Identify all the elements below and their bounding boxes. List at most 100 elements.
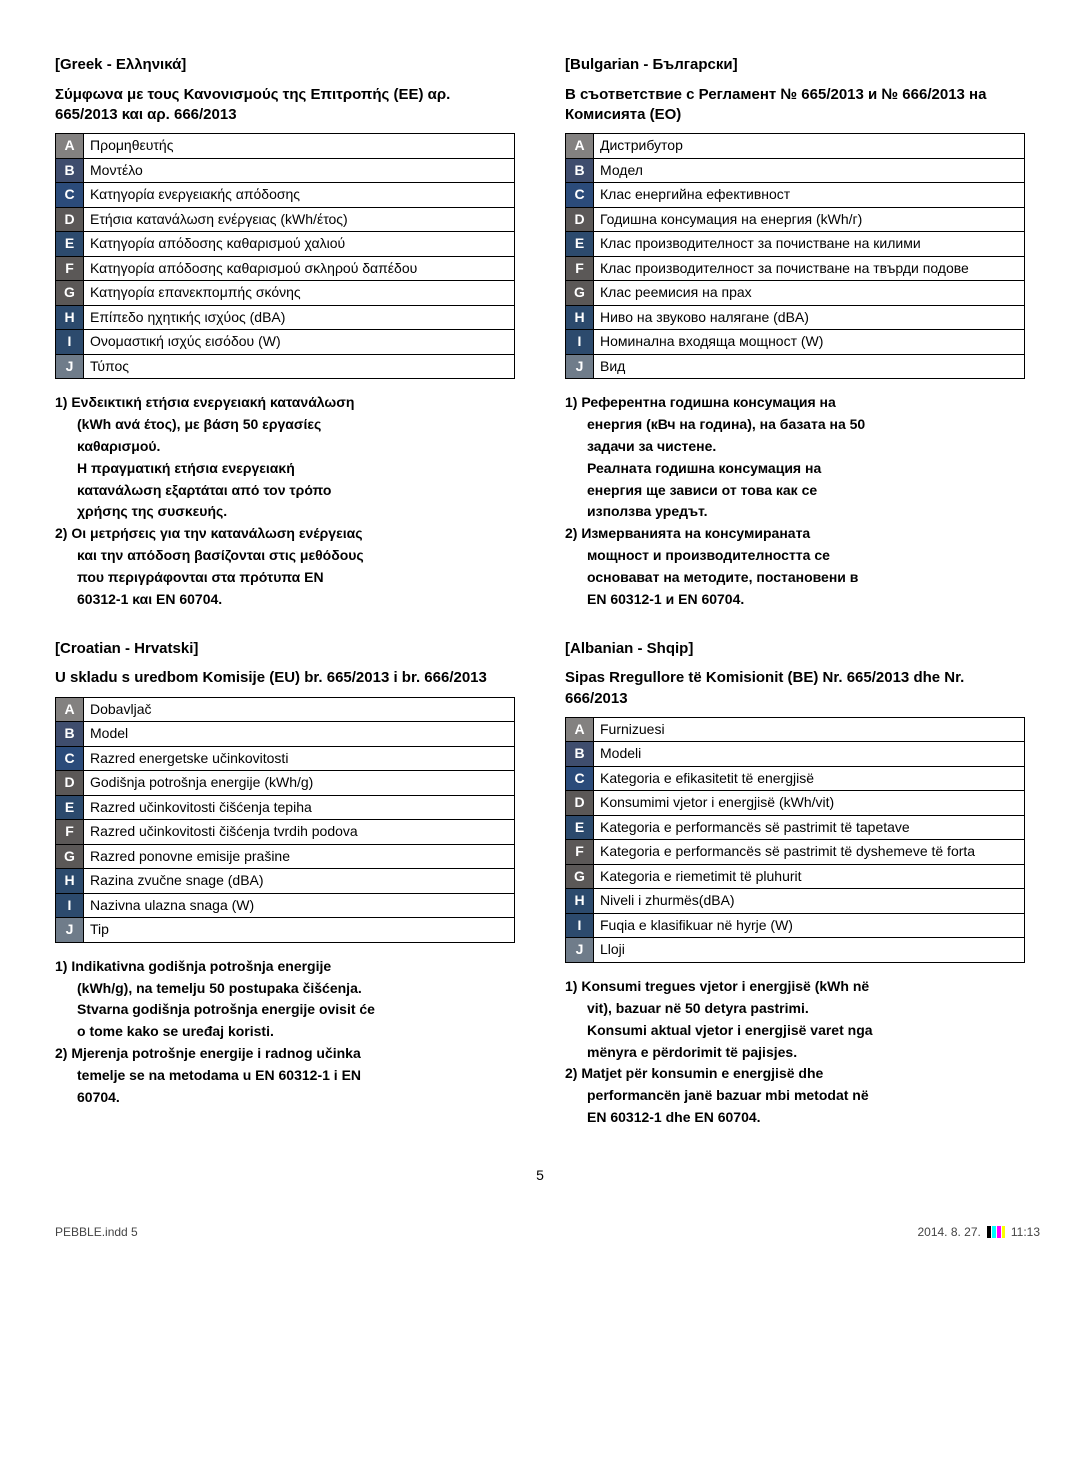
table-row: AДистрибутор [566,134,1025,159]
table-row: JΤύπος [56,354,515,379]
notes-greek: 1) Ενδεικτική ετήσια ενεργειακή κατανάλω… [55,393,515,609]
row-letter: I [56,893,84,918]
note-line: temelje se na metodama u EN 60312-1 i EN [55,1066,515,1085]
row-description: Ниво на звуково налягане (dBA) [594,305,1025,330]
row-description: Τύπος [84,354,515,379]
table-row: DKonsumimi vjetor i energjisë (kWh/vit) [566,791,1025,816]
table-row: BМодел [566,158,1025,183]
regulation-subtitle-croatian: U skladu s uredbom Komisije (EU) br. 665… [55,668,515,688]
note-first-line: 1) Konsumi tregues vjetor i energjisë (k… [565,977,1025,996]
note-first-line: 2) Matjet për konsumin e energjisë dhe [565,1064,1025,1083]
note-line: използва уредът. [565,502,1025,521]
row-description: Modeli [594,742,1025,767]
row-description: Клас енергийна ефективност [594,183,1025,208]
row-letter: B [566,742,594,767]
note-line: o tome kako se uređaj koristi. [55,1022,515,1041]
table-row: FRazred učinkovitosti čišćenja tvrdih po… [56,820,515,845]
notes-albanian: 1) Konsumi tregues vjetor i energjisë (k… [565,977,1025,1127]
table-row: HНиво на звуково налягане (dBA) [566,305,1025,330]
row-letter: F [56,256,84,281]
table-row: DΕτήσια κατανάλωση ενέργειας (kWh/έτος) [56,207,515,232]
table-row: FКлас производителност за почистване на … [566,256,1025,281]
row-description: Razina zvučne snage (dBA) [84,869,515,894]
table-row: GRazred ponovne emisije prašine [56,844,515,869]
row-letter: D [56,771,84,796]
row-description: Годишна консумация на енергия (kWh/г) [594,207,1025,232]
note-line: (kWh ανά έτος), με βάση 50 εργασίες [55,415,515,434]
note-line: Реалната годишна консумация на [565,459,1025,478]
table-row: BModeli [566,742,1025,767]
row-description: Επίπεδο ηχητικής ισχύος (dBA) [84,305,515,330]
row-description: Razred energetske učinkovitosti [84,746,515,771]
table-row: JВид [566,354,1025,379]
row-letter: A [566,134,594,159]
table-row: IFuqia e klasifikuar në hyrje (W) [566,913,1025,938]
note-line: Η πραγματική ετήσια ενεργειακή [55,459,515,478]
table-row: GKategoria e riemetimit të pluhurit [566,864,1025,889]
row-description: Κατηγορία ενεργειακής απόδοσης [84,183,515,208]
row-description: Fuqia e klasifikuar në hyrje (W) [594,913,1025,938]
row-letter: A [56,697,84,722]
table-row: EКлас производителност за почистване на … [566,232,1025,257]
row-letter: E [56,795,84,820]
row-letter: I [566,330,594,355]
table-row: INazivna ulazna snaga (W) [56,893,515,918]
row-description: Razred ponovne emisije prašine [84,844,515,869]
row-description: Furnizuesi [594,717,1025,742]
note-line: 60312-1 και EN 60704. [55,590,515,609]
table-row: EKategoria e performancës së pastrimit t… [566,815,1025,840]
row-description: Вид [594,354,1025,379]
row-description: Модел [594,158,1025,183]
row-letter: D [566,791,594,816]
row-letter: E [566,232,594,257]
row-description: Номинална входяща мощност (W) [594,330,1025,355]
table-row: BModel [56,722,515,747]
note-first-line: 2) Измерванията на консумираната [565,524,1025,543]
note-first-line: 2) Οι μετρήσεις για την κατανάλωση ενέργ… [55,524,515,543]
row-letter: I [56,330,84,355]
row-description: Ονομαστική ισχύς εισόδου (W) [84,330,515,355]
table-row: EΚατηγορία απόδοσης καθαρισμού χαλιού [56,232,515,257]
row-description: Razred učinkovitosti čišćenja tepiha [84,795,515,820]
table-row: IНоминална входяща мощност (W) [566,330,1025,355]
note-line: Stvarna godišnja potrošnja energije ovis… [55,1000,515,1019]
row-letter: J [566,354,594,379]
row-letter: J [56,354,84,379]
table-row: GΚατηγορία επανεκπομπής σκόνης [56,281,515,306]
spec-table-croatian: ADobavljačBModelCRazred energetske učink… [55,697,515,943]
table-row: ADobavljač [56,697,515,722]
table-row: CΚατηγορία ενεργειακής απόδοσης [56,183,515,208]
table-row: CKategoria e efikasitetit të energjisë [566,766,1025,791]
table-row: HRazina zvučne snage (dBA) [56,869,515,894]
row-description: Клас производителност за почистване на т… [594,256,1025,281]
page-number: 5 [55,1167,1025,1183]
row-letter: F [566,256,594,281]
row-description: Razred učinkovitosti čišćenja tvrdih pod… [84,820,515,845]
row-letter: I [566,913,594,938]
lang-title-greek: [Greek - Ελληνικά] [55,55,515,75]
notes-croatian: 1) Indikativna godišnja potrošnja energi… [55,957,515,1107]
document-footer: PEBBLE.indd 5 2014. 8. 27. 11:13 [0,1213,1080,1257]
table-row: HΕπίπεδο ηχητικής ισχύος (dBA) [56,305,515,330]
row-letter: C [56,183,84,208]
row-description: Клас производителност за почистване на к… [594,232,1025,257]
row-letter: F [566,840,594,865]
row-letter: H [56,305,84,330]
lang-title-croatian: [Croatian - Hrvatski] [55,639,515,659]
row-description: Dobavljač [84,697,515,722]
table-row: CRazred energetske učinkovitosti [56,746,515,771]
row-letter: J [56,918,84,943]
left-column: [Greek - Ελληνικά] Σύμφωνα με τους Κανον… [55,55,515,1157]
row-letter: B [566,158,594,183]
table-row: DGodišnja potrošnja energije (kWh/g) [56,771,515,796]
footer-filename: PEBBLE.indd 5 [55,1225,138,1239]
note-line: και την απόδοση βασίζονται στις μεθόδους [55,546,515,565]
regulation-subtitle-bulgarian: В съответствие с Регламент № 665/2013 и … [565,85,1025,126]
note-line: мощност и производителността се [565,546,1025,565]
row-letter: G [566,864,594,889]
page-content: [Greek - Ελληνικά] Σύμφωνα με τους Κανον… [0,0,1080,1213]
row-description: Дистрибутор [594,134,1025,159]
row-description: Kategoria e performancës së pastrimit të… [594,815,1025,840]
note-line: που περιγράφονται στα πρότυπα EN [55,568,515,587]
row-letter: B [56,722,84,747]
